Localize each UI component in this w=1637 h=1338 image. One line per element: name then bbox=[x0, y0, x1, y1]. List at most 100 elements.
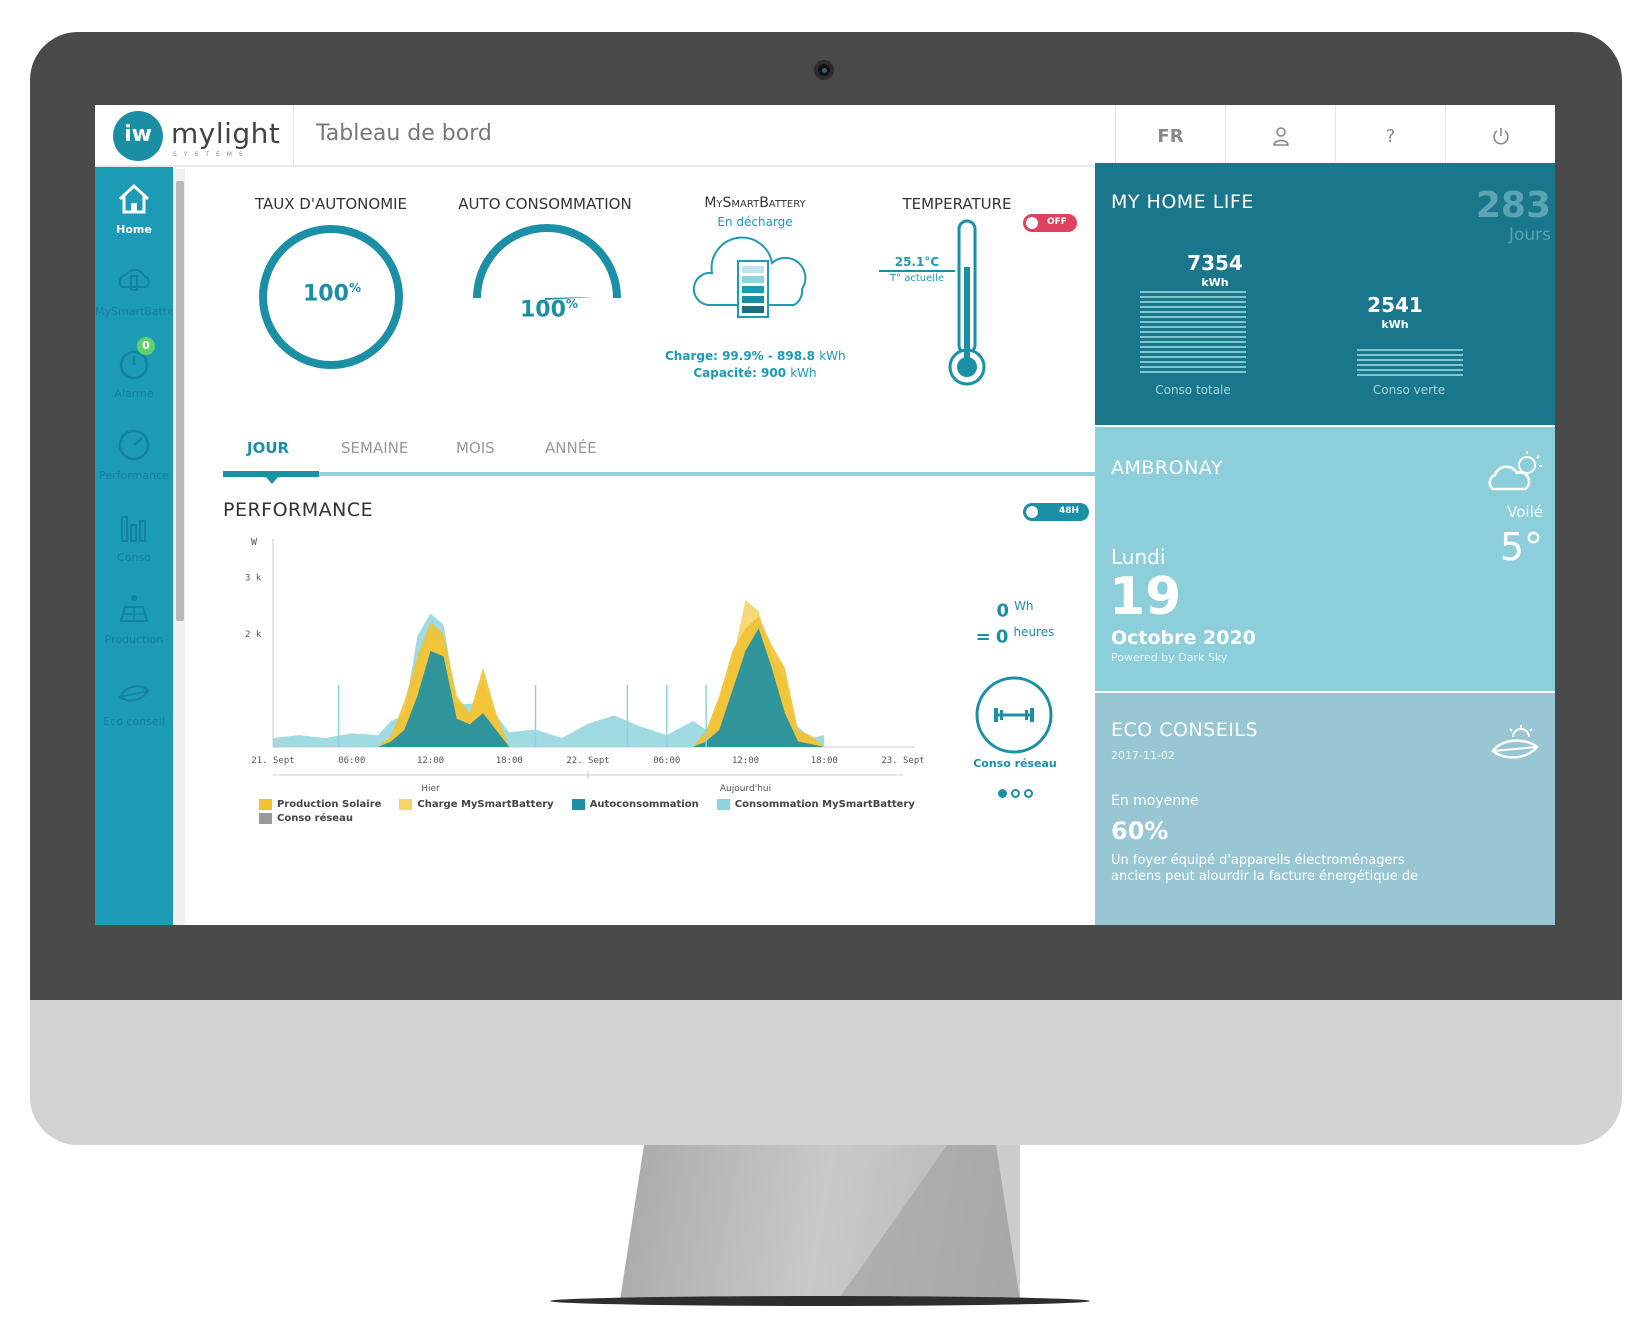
x-tick-label: 21. Sept bbox=[251, 756, 294, 766]
bar-chart-icon bbox=[121, 516, 146, 542]
tabs-active-indicator bbox=[223, 471, 319, 477]
logo[interactable]: iw mylight SYSTEMS bbox=[113, 109, 303, 163]
cloudy-sun-icon bbox=[1488, 451, 1542, 491]
range-48h-toggle[interactable]: 48H bbox=[1023, 503, 1089, 521]
legend-item[interactable]: Charge MySmartBattery bbox=[399, 799, 554, 810]
monitor-stand-base bbox=[550, 1296, 1090, 1306]
pagination-dot[interactable] bbox=[997, 789, 1007, 798]
tab-mois[interactable]: MOIS bbox=[456, 439, 495, 457]
eco-date: 2017-11-02 bbox=[1111, 749, 1175, 762]
battery-cloud-icon bbox=[692, 236, 807, 318]
top-bar: iw mylight SYSTEMS Tableau de bord FR ? bbox=[95, 105, 1555, 167]
user-icon bbox=[1272, 127, 1289, 146]
sidebar-item-alarm[interactable]: 0 Alarme bbox=[95, 331, 173, 413]
grid-meter-icon bbox=[975, 676, 1053, 754]
sidebar-item-conso[interactable]: Conso bbox=[95, 495, 173, 577]
x-tick-label: 18:00 bbox=[496, 756, 523, 766]
home-life-title: MY HOME LIFE bbox=[1111, 191, 1254, 213]
autonomy-gauge bbox=[259, 225, 403, 369]
toggle-knob bbox=[1024, 504, 1040, 520]
legend-item[interactable]: Conso réseau bbox=[259, 813, 921, 824]
legend-swatch bbox=[259, 799, 272, 810]
sidebar-item-performance[interactable]: Performance bbox=[95, 413, 173, 495]
eco-title: ECO CONSEILS bbox=[1111, 719, 1259, 741]
performance-title: PERFORMANCE bbox=[223, 499, 374, 521]
home-life-days: 283 bbox=[1475, 185, 1551, 226]
legend-item[interactable]: Production Solaire bbox=[259, 799, 381, 810]
sidebar: Home MySmartBattery 0 Alarme Performance… bbox=[95, 167, 173, 925]
home-icon bbox=[118, 183, 150, 214]
temperature-title: TEMPERATURE bbox=[902, 195, 1012, 213]
sidebar-item-home[interactable]: Home bbox=[95, 167, 173, 249]
sidebar-item-battery[interactable]: MySmartBattery bbox=[95, 249, 173, 331]
legend-label: Consommation MySmartBattery bbox=[734, 799, 915, 810]
page-title: Tableau de bord bbox=[293, 105, 492, 167]
eco-text-line1: Un foyer équipé d'appareils électroménag… bbox=[1111, 853, 1405, 868]
legend-swatch bbox=[259, 813, 272, 824]
legend-item[interactable]: Consommation MySmartBattery bbox=[716, 799, 915, 810]
autoconso-value: 100% bbox=[520, 297, 578, 323]
y-tick-label: 3 k bbox=[245, 573, 262, 583]
gauge-icon bbox=[118, 429, 150, 461]
weather-city: AMBRONAY bbox=[1111, 457, 1223, 479]
tab-semaine[interactable]: SEMAINE bbox=[341, 439, 409, 457]
legend-swatch bbox=[399, 799, 413, 810]
period-tabs: JOUR SEMAINE MOIS ANNÉE bbox=[223, 439, 1097, 473]
green-conso-value: 2541 bbox=[1367, 293, 1423, 317]
sidebar-item-label: Performance bbox=[99, 469, 169, 482]
weather-panel: AMBRONAY Voilé 5° Lundi 19 Octobre 2020 … bbox=[1095, 425, 1555, 691]
scrollbar[interactable] bbox=[175, 169, 185, 925]
battery-title: MySmartBattery bbox=[704, 195, 806, 211]
day-label: Hier bbox=[421, 784, 440, 794]
sidebar-item-production[interactable]: Production bbox=[95, 577, 173, 659]
alarm-icon bbox=[119, 350, 149, 380]
screen: iw mylight SYSTEMS Tableau de bord FR ? … bbox=[95, 105, 1555, 925]
conso-hours: = 0 heures bbox=[975, 625, 1055, 648]
autoconso-gauge bbox=[473, 224, 621, 300]
pagination-dot[interactable] bbox=[1010, 789, 1020, 798]
legend-item[interactable]: Autoconsommation bbox=[571, 799, 699, 810]
battery-icon bbox=[118, 268, 150, 291]
help-button[interactable]: ? bbox=[1335, 105, 1445, 167]
logo-name: mylight bbox=[171, 117, 281, 150]
conso-reseau-widget: 0 Wh = 0 heures Conso réseau bbox=[945, 599, 1085, 799]
user-button[interactable] bbox=[1225, 105, 1335, 167]
tabs-active-arrow bbox=[265, 476, 279, 484]
sidebar-item-eco[interactable]: Eco conseil bbox=[95, 659, 173, 741]
legend-label: Autoconsommation bbox=[589, 799, 699, 810]
legend-label: Production Solaire bbox=[277, 799, 382, 810]
battery-charge: Charge: 99.9% - 898.8 kWh bbox=[665, 349, 846, 363]
power-button[interactable] bbox=[1445, 105, 1555, 167]
sidebar-item-label: Conso bbox=[117, 551, 151, 564]
total-conso-bars bbox=[1140, 291, 1246, 376]
autonomy-title: TAUX D'AUTONOMIE bbox=[255, 195, 408, 213]
sidebar-item-label: Production bbox=[104, 633, 164, 646]
weather-day: 19 bbox=[1109, 567, 1182, 627]
weather-temp: 5° bbox=[1499, 525, 1543, 569]
pagination-dot[interactable] bbox=[1023, 789, 1033, 798]
eco-intro: En moyenne bbox=[1111, 793, 1199, 809]
power-icon bbox=[1492, 128, 1509, 145]
home-life-panel: MY HOME LIFE 283 Jours 7354 kWh Conso to… bbox=[1095, 163, 1555, 425]
tab-annee[interactable]: ANNÉE bbox=[545, 439, 597, 457]
main-content: TAUX D'AUTONOMIE 100% AUTO CONSOMMATION … bbox=[185, 167, 1097, 925]
x-tick-label: 12:00 bbox=[732, 756, 759, 766]
battery-status: En décharge bbox=[717, 215, 793, 229]
total-conso-label: Conso totale bbox=[1155, 383, 1231, 397]
monitor-chin bbox=[30, 1000, 1622, 1145]
x-tick-label: 18:00 bbox=[811, 756, 838, 766]
x-tick-label: 22. Sept bbox=[566, 756, 609, 766]
scrollbar-thumb[interactable] bbox=[176, 181, 184, 621]
total-conso-value: 7354 bbox=[1187, 251, 1243, 275]
performance-chart[interactable]: W 2 k 3 k 21. Sept 06:00 12:00 18:00 22. Sept 06… bbox=[243, 529, 923, 819]
language-button[interactable]: FR bbox=[1115, 105, 1225, 167]
conso-energy: 0 Wh bbox=[996, 599, 1034, 622]
temperature-value: 25.1°C bbox=[894, 255, 940, 269]
weather-powered-by: Powered by Dark Sky bbox=[1111, 651, 1228, 664]
tab-jour[interactable]: JOUR bbox=[247, 439, 290, 457]
green-conso-label: Conso verte bbox=[1372, 383, 1446, 397]
tabs-underline bbox=[223, 472, 1097, 476]
temperature-toggle[interactable]: OFF bbox=[1023, 214, 1077, 232]
toggle-label: 48H bbox=[1059, 506, 1080, 516]
logo-mark: iw bbox=[113, 111, 163, 161]
